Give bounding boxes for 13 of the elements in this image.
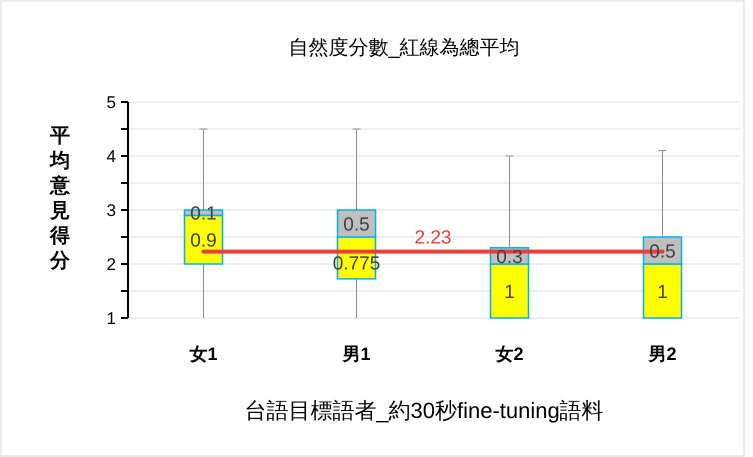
y-tick-label: 1 bbox=[106, 309, 116, 328]
x-tick-label: 男1 bbox=[341, 344, 371, 364]
y-tick-label: 3 bbox=[106, 201, 116, 220]
x-tick-label: 女1 bbox=[188, 344, 218, 364]
y-axis-title: 平均意見得分 bbox=[49, 125, 71, 272]
ref-line-label: 2.23 bbox=[414, 228, 452, 249]
x-tick-label: 女2 bbox=[494, 344, 524, 364]
y-tick-label: 4 bbox=[106, 147, 116, 166]
y-tick-label: 5 bbox=[106, 93, 116, 112]
chart-title: 自然度分數_紅線為總平均 bbox=[288, 37, 520, 59]
y-tick-label: 2 bbox=[106, 255, 116, 274]
x-tick-label: 男2 bbox=[647, 344, 677, 364]
x-axis-title: 台語目標語者_約30秒fine-tuning語料 bbox=[244, 398, 604, 423]
